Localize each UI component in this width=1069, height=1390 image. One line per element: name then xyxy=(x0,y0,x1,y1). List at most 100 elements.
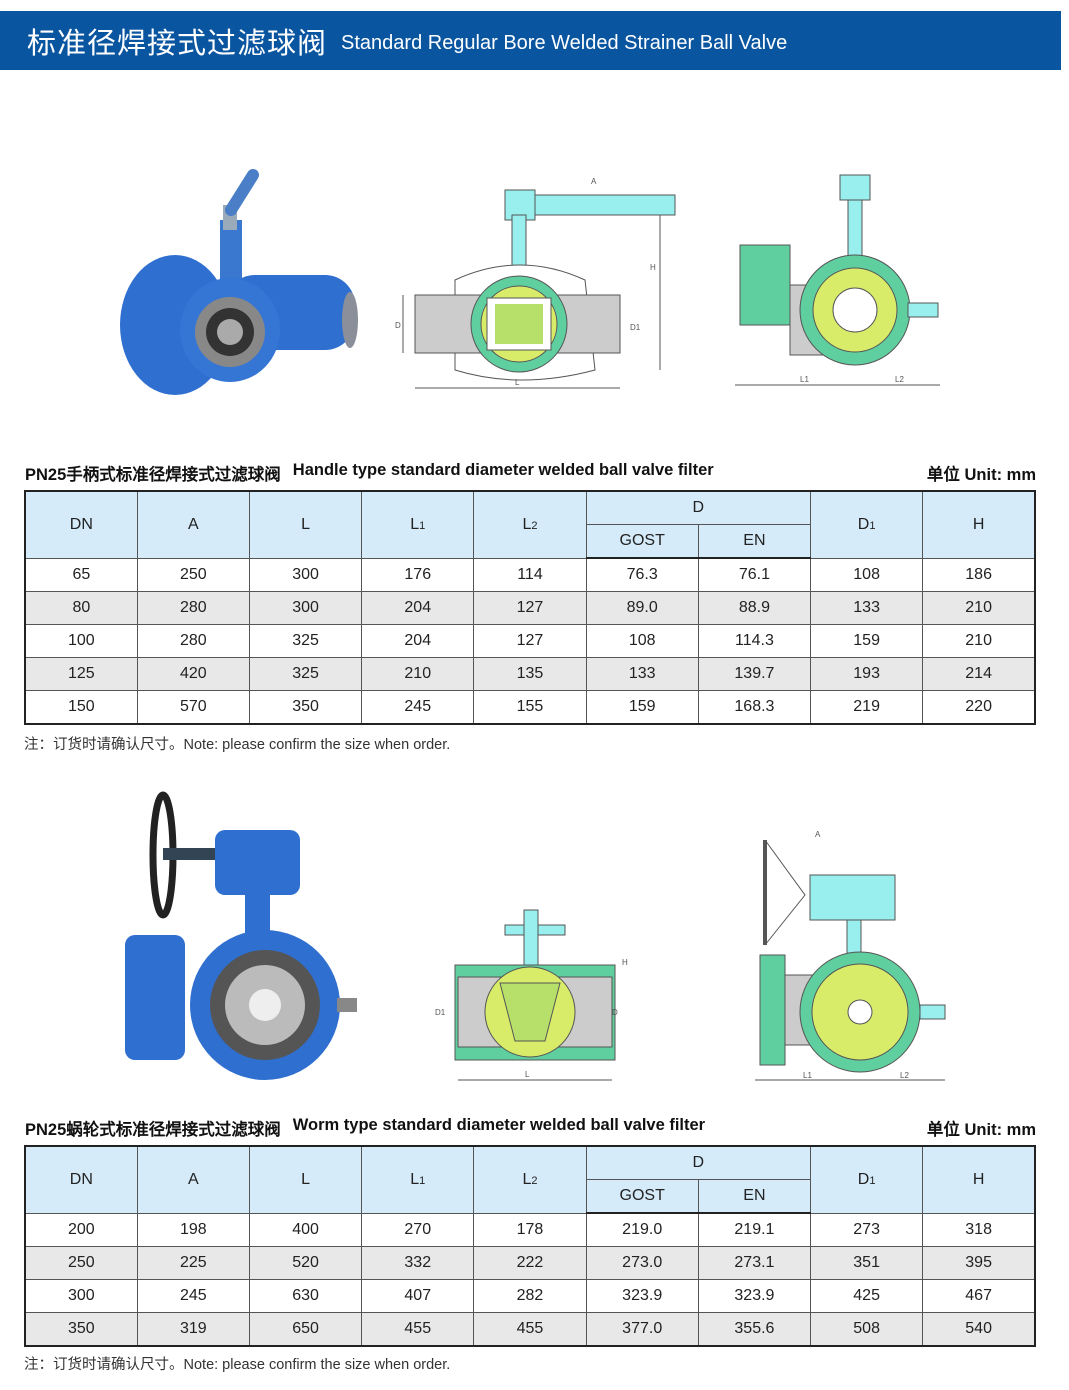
dim-label-l2: L2 xyxy=(895,375,904,384)
col-d1: D1 xyxy=(810,490,924,559)
title-en: Standard Regular Bore Welded Strainer Ba… xyxy=(341,32,788,54)
dim-label-d1: D1 xyxy=(630,323,641,332)
dim-label-a: A xyxy=(815,830,821,839)
dim-label-l: L xyxy=(525,1070,530,1079)
table-cell: 65 xyxy=(24,557,138,592)
table-cell: 400 xyxy=(248,1212,363,1247)
table-cell: 318 xyxy=(922,1212,1036,1247)
worm-valve-photo xyxy=(125,791,357,1080)
section2-dimension-table: DN A L L1 L2 D D1 H GOST EN 200 198 400 270… xyxy=(24,1145,1036,1347)
col-h: H xyxy=(922,1145,1036,1214)
table-cell: 630 xyxy=(248,1279,363,1313)
dim-label-h: H xyxy=(622,958,628,967)
table-cell: 455 xyxy=(473,1312,587,1347)
section1-unit: 单位 Unit: mm xyxy=(926,466,1036,484)
table-cell: 325 xyxy=(248,657,363,691)
dim-label-d1: D1 xyxy=(435,1008,446,1017)
section2-title: PN25蜗轮式标准径焊接式过滤球阀 Worm type standard dia… xyxy=(25,1116,1036,1140)
table-cell: 350 xyxy=(248,690,363,725)
table-cell: 150 xyxy=(24,690,138,725)
table-cell: 89.0 xyxy=(585,591,699,625)
section2-note: 注：订货时请确认尺寸。Note: please confirm the size… xyxy=(24,1357,451,1373)
table-cell: 219.1 xyxy=(697,1212,812,1247)
dim-label-d: D xyxy=(395,321,401,330)
table-cell: 250 xyxy=(24,1246,138,1280)
section1-title-en: Handle type standard diameter welded bal… xyxy=(292,461,714,479)
table-row: 200 198 400 270 178 219.0 219.1 273 318 xyxy=(24,1212,1036,1247)
section2-title-cn: PN25蜗轮式标准径焊接式过滤球阀 xyxy=(25,1121,281,1139)
dim-label-h: H xyxy=(650,263,656,272)
table-cell: 133 xyxy=(585,657,699,691)
table-cell: 325 xyxy=(248,624,363,658)
dim-label-a: A xyxy=(591,177,597,186)
section2-title-en: Worm type standard diameter welded ball … xyxy=(292,1116,706,1134)
table-row: 125 420 325 210 135 133 139.7 193 214 xyxy=(24,657,1036,691)
col-l1: L1 xyxy=(361,1145,475,1214)
col-gost: GOST xyxy=(585,524,699,559)
col-l1: L1 xyxy=(361,490,475,559)
col-dn: DN xyxy=(24,1145,138,1214)
table-cell: 219 xyxy=(810,690,924,725)
table-cell: 135 xyxy=(473,657,587,691)
col-d1: D1 xyxy=(810,1145,924,1214)
col-l2: L2 xyxy=(473,1145,587,1214)
title-banner: 标准径焊接式过滤球阀 Standard Regular Bore Welded … xyxy=(0,11,1061,70)
table-cell: 204 xyxy=(361,624,475,658)
table-cell: 420 xyxy=(136,657,250,691)
table-cell: 127 xyxy=(473,591,587,625)
dim-label-l1: L1 xyxy=(803,1071,812,1080)
table-cell: 108 xyxy=(585,624,699,658)
handle-valve-side-drawing: L1 L2 xyxy=(735,174,940,386)
table-cell: 280 xyxy=(136,624,250,658)
table-cell: 210 xyxy=(922,591,1036,625)
table-cell: 214 xyxy=(922,657,1036,691)
table-cell: 273.1 xyxy=(697,1246,812,1280)
table-cell: 250 xyxy=(136,557,250,592)
table-row: 100 280 325 204 127 108 114.3 159 210 xyxy=(24,624,1036,658)
table-cell: 395 xyxy=(922,1246,1036,1280)
table-cell: 100 xyxy=(24,624,138,658)
table-cell: 210 xyxy=(361,657,475,691)
table-cell: 114.3 xyxy=(697,624,812,658)
table-cell: 540 xyxy=(922,1312,1036,1347)
table-cell: 245 xyxy=(136,1279,250,1313)
table-cell: 300 xyxy=(248,557,363,592)
col-d: D xyxy=(585,1145,812,1180)
col-h: H xyxy=(922,490,1036,559)
handle-valve-section-drawing: A H D D1 L xyxy=(395,177,676,389)
col-l: L xyxy=(248,1145,363,1214)
table-row: 250 225 520 332 222 273.0 273.1 351 395 xyxy=(24,1246,1036,1280)
table-cell: 508 xyxy=(810,1312,924,1347)
table-cell: 193 xyxy=(810,657,924,691)
section2-unit: 单位 Unit: mm xyxy=(926,1121,1036,1139)
table-cell: 570 xyxy=(136,690,250,725)
table-cell: 377.0 xyxy=(585,1312,699,1347)
title-cn: 标准径焊接式过滤球阀 xyxy=(27,27,328,60)
table-cell: 282 xyxy=(473,1279,587,1313)
table-cell: 200 xyxy=(24,1212,138,1247)
col-l2: L2 xyxy=(473,490,587,559)
table-cell: 351 xyxy=(810,1246,924,1280)
table-cell: 650 xyxy=(248,1312,363,1347)
table-cell: 245 xyxy=(361,690,475,725)
table-cell: 407 xyxy=(361,1279,475,1313)
table-row: 150 570 350 245 155 159 168.3 219 220 xyxy=(24,690,1036,725)
col-a: A xyxy=(136,1145,250,1214)
col-d: D xyxy=(585,490,812,525)
dim-label-d: D xyxy=(612,1008,618,1017)
table-cell: 159 xyxy=(810,624,924,658)
table-cell: 273 xyxy=(810,1212,924,1247)
table-cell: 467 xyxy=(922,1279,1036,1313)
table-cell: 520 xyxy=(248,1246,363,1280)
table-cell: 222 xyxy=(473,1246,587,1280)
handle-valve-photo xyxy=(120,169,358,395)
table-row: 80 280 300 204 127 89.0 88.9 133 210 xyxy=(24,591,1036,625)
table-cell: 425 xyxy=(810,1279,924,1313)
table-cell: 133 xyxy=(810,591,924,625)
table-row: 300 245 630 407 282 323.9 323.9 425 467 xyxy=(24,1279,1036,1313)
table-cell: 186 xyxy=(922,557,1036,592)
table-cell: 198 xyxy=(136,1212,250,1247)
table-cell: 355.6 xyxy=(697,1312,812,1347)
table-cell: 80 xyxy=(24,591,138,625)
